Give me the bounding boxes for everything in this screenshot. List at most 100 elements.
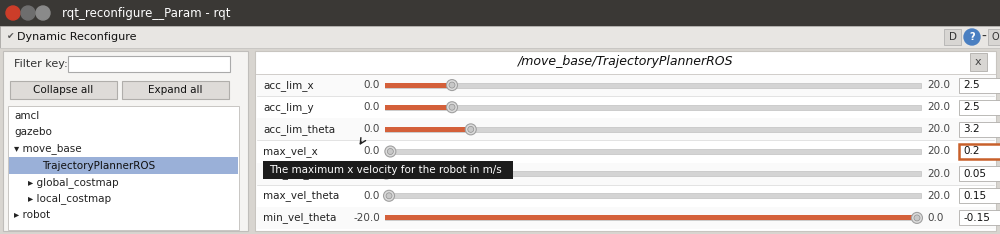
Bar xyxy=(256,207,995,229)
Circle shape xyxy=(465,124,476,135)
Text: 0.0: 0.0 xyxy=(364,80,380,90)
Text: x: x xyxy=(975,57,981,67)
Circle shape xyxy=(21,6,35,20)
Text: 0.2: 0.2 xyxy=(963,146,980,157)
Text: Expand all: Expand all xyxy=(148,85,203,95)
Bar xyxy=(3,51,248,231)
Bar xyxy=(385,149,390,154)
Circle shape xyxy=(449,104,455,110)
Bar xyxy=(255,51,996,231)
Bar xyxy=(970,53,987,71)
Bar xyxy=(256,118,995,140)
Text: ▸ robot: ▸ robot xyxy=(14,210,50,220)
Bar xyxy=(385,193,921,198)
Circle shape xyxy=(911,212,922,223)
Text: amcl: amcl xyxy=(14,111,39,121)
Text: 20.0: 20.0 xyxy=(927,124,950,134)
Text: ✔: ✔ xyxy=(7,33,14,41)
Text: min_vel_theta: min_vel_theta xyxy=(263,212,336,223)
Bar xyxy=(385,216,917,220)
Bar xyxy=(959,188,1000,203)
Bar xyxy=(0,48,1000,234)
Text: O: O xyxy=(991,32,999,42)
Bar xyxy=(263,161,513,179)
Text: TrajectoryPlannerROS: TrajectoryPlannerROS xyxy=(42,161,155,171)
Text: 20.0: 20.0 xyxy=(927,102,950,112)
Bar xyxy=(959,100,1000,115)
Text: max_vel_x: max_vel_x xyxy=(263,146,318,157)
Text: 0.0: 0.0 xyxy=(364,146,380,157)
Text: acc_lim_x: acc_lim_x xyxy=(263,80,314,91)
Circle shape xyxy=(449,82,455,88)
Bar xyxy=(959,144,1000,159)
Circle shape xyxy=(386,193,392,199)
Text: min_vel_x: min_vel_x xyxy=(263,168,315,179)
Text: ▾ move_base: ▾ move_base xyxy=(14,143,82,154)
Text: -: - xyxy=(982,30,986,44)
Bar xyxy=(0,0,1000,26)
Circle shape xyxy=(36,6,50,20)
Text: 0.0: 0.0 xyxy=(364,169,380,179)
Text: ▸ global_costmap: ▸ global_costmap xyxy=(28,177,119,187)
Bar xyxy=(385,83,452,88)
Text: 0.15: 0.15 xyxy=(963,191,986,201)
Circle shape xyxy=(446,80,458,91)
Bar xyxy=(385,105,921,110)
Bar xyxy=(9,157,238,174)
Bar xyxy=(385,105,452,110)
Bar xyxy=(10,81,117,99)
Text: 20.0: 20.0 xyxy=(927,169,950,179)
Text: -20.0: -20.0 xyxy=(353,213,380,223)
Text: 0.0: 0.0 xyxy=(927,213,943,223)
Text: /move_base/TrajectoryPlannerROS: /move_base/TrajectoryPlannerROS xyxy=(518,55,733,69)
Text: acc_lim_theta: acc_lim_theta xyxy=(263,124,335,135)
Circle shape xyxy=(914,215,920,221)
Text: 0.05: 0.05 xyxy=(963,169,986,179)
Text: -0.15: -0.15 xyxy=(963,213,990,223)
Text: 0.0: 0.0 xyxy=(364,191,380,201)
Text: 20.0: 20.0 xyxy=(927,146,950,157)
Bar xyxy=(385,127,921,132)
Text: gazebo: gazebo xyxy=(14,128,52,137)
Text: ▸ local_costmap: ▸ local_costmap xyxy=(28,193,111,204)
Bar xyxy=(0,26,1000,48)
Text: D: D xyxy=(949,32,957,42)
Text: 3.2: 3.2 xyxy=(963,124,980,134)
Bar xyxy=(959,166,1000,181)
Text: Filter key:: Filter key: xyxy=(14,59,68,69)
Text: 20.0: 20.0 xyxy=(927,191,950,201)
Text: The maximum x velocity for the robot in m/s: The maximum x velocity for the robot in … xyxy=(269,165,502,175)
Bar xyxy=(385,216,921,220)
Text: Dynamic Reconfigure: Dynamic Reconfigure xyxy=(17,32,136,42)
Text: 20.0: 20.0 xyxy=(927,80,950,90)
Circle shape xyxy=(446,102,458,113)
Text: 2.5: 2.5 xyxy=(963,80,980,90)
Bar xyxy=(385,127,471,132)
Bar xyxy=(68,56,230,72)
Bar xyxy=(959,122,1000,137)
Text: rqt_reconfigure__Param - rqt: rqt_reconfigure__Param - rqt xyxy=(62,7,230,19)
Bar xyxy=(385,83,921,88)
Text: 2.5: 2.5 xyxy=(963,102,980,112)
Bar xyxy=(959,210,1000,225)
Bar xyxy=(122,81,229,99)
Bar xyxy=(256,74,995,96)
Circle shape xyxy=(964,29,980,45)
Text: ?: ? xyxy=(969,32,975,42)
Bar xyxy=(385,171,386,176)
Circle shape xyxy=(387,149,393,154)
Circle shape xyxy=(383,171,389,177)
Bar xyxy=(944,29,961,45)
Circle shape xyxy=(6,6,20,20)
Text: acc_lim_y: acc_lim_y xyxy=(263,102,314,113)
Text: 0.0: 0.0 xyxy=(364,102,380,112)
Circle shape xyxy=(384,190,395,201)
Circle shape xyxy=(385,146,396,157)
Circle shape xyxy=(468,126,474,132)
Bar xyxy=(385,193,389,198)
Text: Collapse all: Collapse all xyxy=(33,85,94,95)
Bar xyxy=(256,163,995,185)
Circle shape xyxy=(381,168,392,179)
Text: 0.0: 0.0 xyxy=(364,124,380,134)
Text: max_vel_theta: max_vel_theta xyxy=(263,190,339,201)
